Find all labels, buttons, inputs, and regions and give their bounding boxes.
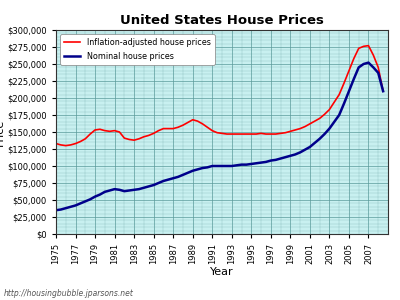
- Line: Nominal house prices: Nominal house prices: [56, 63, 383, 210]
- Inflation-adjusted house prices: [54, 142, 58, 146]
- Inflation-adjusted house prices: [352, 57, 356, 60]
- Nominal house prices: [381, 89, 386, 93]
- Line: Inflation-adjusted house prices: Inflation-adjusted house prices: [56, 46, 383, 146]
- Nominal house prices: [244, 163, 249, 166]
- X-axis label: Year: Year: [210, 267, 234, 277]
- Nominal house prices: [127, 189, 132, 192]
- Inflation-adjusted house prices: [381, 89, 386, 93]
- Nominal house prices: [346, 89, 351, 93]
- Inflation-adjusted house prices: [278, 132, 283, 135]
- Inflation-adjusted house prices: [317, 117, 322, 120]
- Nominal house prices: [366, 61, 371, 64]
- Nominal house prices: [190, 169, 195, 172]
- Inflation-adjusted house prices: [346, 69, 351, 73]
- Title: United States House Prices: United States House Prices: [120, 14, 324, 27]
- Inflation-adjusted house prices: [366, 44, 371, 47]
- Nominal house prices: [54, 208, 58, 212]
- Text: http://housingbubble.jparsons.net: http://housingbubble.jparsons.net: [4, 290, 134, 298]
- Y-axis label: Price: Price: [0, 118, 4, 146]
- Legend: Inflation-adjusted house prices, Nominal house prices: Inflation-adjusted house prices, Nominal…: [60, 34, 214, 65]
- Nominal house prices: [239, 163, 244, 166]
- Inflation-adjusted house prices: [293, 128, 298, 132]
- Inflation-adjusted house prices: [63, 144, 68, 147]
- Nominal house prices: [132, 188, 136, 192]
- Inflation-adjusted house prices: [356, 46, 361, 50]
